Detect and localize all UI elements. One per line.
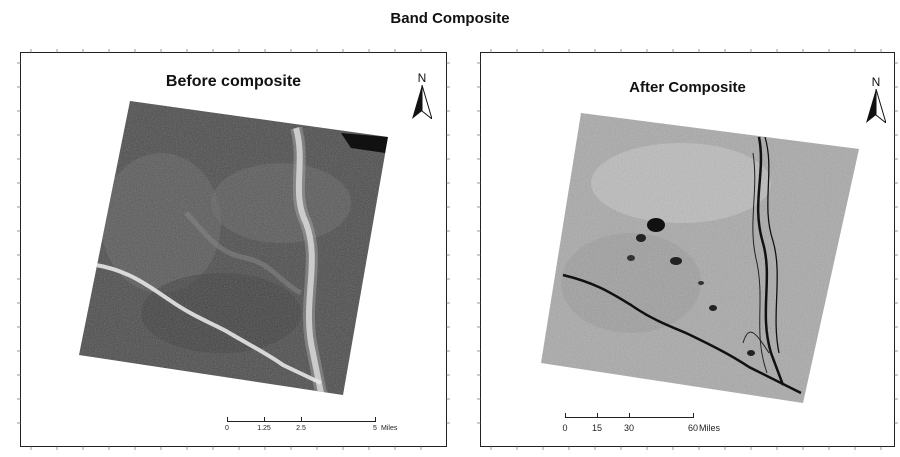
satellite-raster-before [79, 101, 388, 395]
scale-bar-label: 15 [591, 423, 603, 433]
scale-bar-label: 5 [373, 425, 377, 432]
north-arrow-icon [866, 89, 886, 123]
north-label: N [871, 75, 881, 89]
scale-bar-tick [565, 413, 566, 418]
scale-bar-label: 0 [562, 423, 568, 433]
scale-bar-tick [597, 413, 598, 418]
scale-bar-label: 0 [225, 425, 229, 432]
map-panel-after: After Composite N 0 15 30 60 Miles [477, 49, 898, 450]
scale-bar-label: 30 [623, 423, 635, 433]
scale-bar-label: 1.25 [257, 425, 271, 432]
scale-bar-tick [629, 413, 630, 418]
panel-title-before: Before composite [165, 73, 302, 90]
north-arrow-icon [412, 85, 432, 119]
panel-title-after: After Composite [629, 79, 746, 96]
main-title: Band Composite [390, 10, 510, 27]
scale-bar-unit: Miles [381, 425, 398, 432]
scale-bar: 0 15 30 60 Miles [562, 411, 735, 433]
north-arrow: N [863, 75, 889, 125]
north-arrow: N [409, 71, 435, 121]
scale-bar-unit: Miles [699, 423, 721, 433]
scale-bar-tick [301, 417, 302, 422]
scale-bar-label: 60 [687, 423, 699, 433]
scale-bar-tick [693, 413, 694, 418]
satellite-raster-after [541, 113, 859, 403]
scale-bar: 0 1.25 2.5 5 Miles [225, 415, 397, 437]
scale-bar-tick [227, 417, 228, 422]
scale-bar-tick [264, 417, 265, 422]
map-panel-before: Before composite N 0 1.25 2.5 5 Miles [17, 49, 450, 450]
scale-bar-tick [375, 417, 376, 422]
scale-bar-label: 2.5 [296, 425, 306, 432]
north-label: N [417, 71, 427, 85]
